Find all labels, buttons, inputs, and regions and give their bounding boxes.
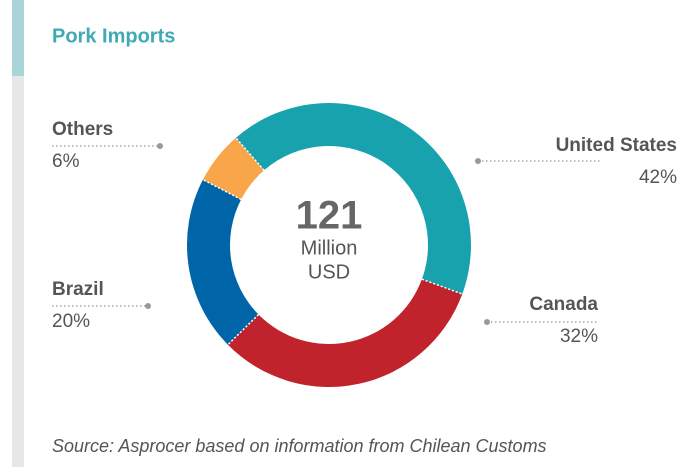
slice-name: Others (52, 119, 113, 140)
source-note: Source: Asprocer based on information fr… (52, 436, 547, 456)
leader-dot (475, 158, 481, 164)
donut-slice (187, 179, 259, 345)
slice-separator (202, 178, 242, 201)
donut-slice (227, 279, 463, 387)
center-value: 121 (296, 194, 363, 238)
side-bar-accent (12, 0, 24, 76)
chart-title: Pork Imports (52, 25, 175, 47)
center-unit: Million (301, 237, 358, 259)
slice-name: Canada (529, 294, 598, 315)
side-bar (12, 0, 24, 467)
slice-percent: 6% (52, 151, 80, 172)
leader-dot (484, 319, 490, 325)
slice-percent: 42% (639, 167, 677, 188)
slice-percent: 20% (52, 311, 90, 332)
donut-slice (202, 137, 265, 200)
center-unit: USD (308, 261, 350, 283)
slice-separator (421, 278, 463, 295)
leader-dot (157, 143, 163, 149)
slice-separator (227, 313, 260, 346)
slice-separator (235, 137, 265, 171)
slice-name: Brazil (52, 279, 104, 300)
slice-name: United States (556, 135, 677, 156)
donut-slice (235, 103, 471, 295)
slice-percent: 32% (560, 326, 598, 347)
leader-dot (145, 303, 151, 309)
